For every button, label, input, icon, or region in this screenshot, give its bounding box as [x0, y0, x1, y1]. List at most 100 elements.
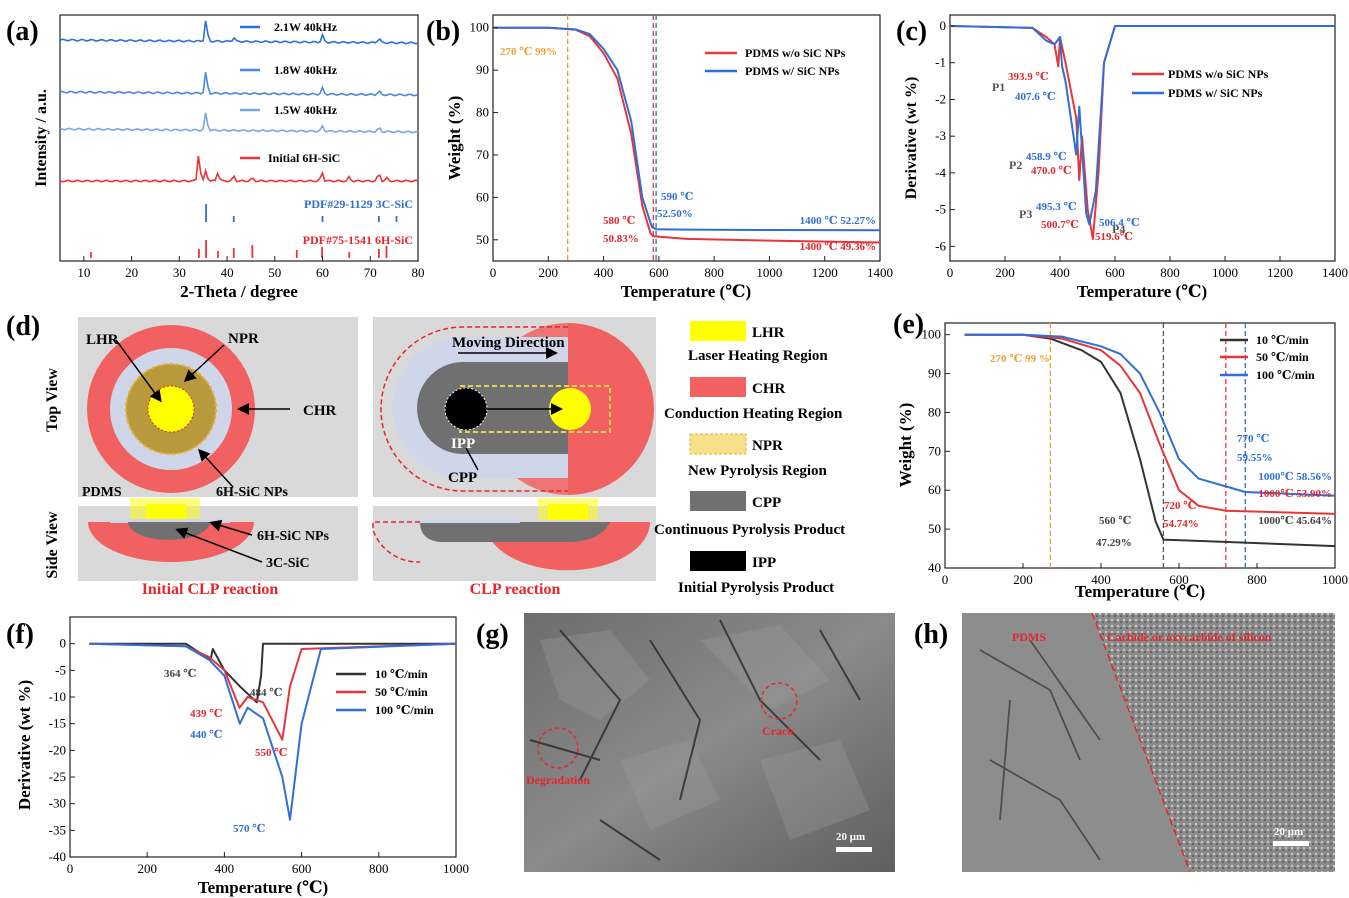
panel-g: (g) Crack Degradation 20 μm: [476, 613, 895, 872]
f-series-2: [89, 642, 457, 741]
c-p2: P2: [1009, 158, 1022, 172]
e-series-2: [964, 333, 1336, 515]
x-tick-label: 200: [137, 861, 157, 876]
panel-c-xlabel: Temperature (℃): [1077, 282, 1207, 301]
b-ann-6: 1400 ℃ 52.27%: [800, 215, 876, 227]
legend-c-1: PDMS w/o SiC NPs: [1168, 67, 1269, 81]
d-pdms: PDMS: [82, 485, 122, 500]
c-r4: 519.6℃: [1095, 231, 1133, 243]
y-tick-label: -40: [49, 849, 66, 864]
panel-b-letter: (b): [426, 16, 460, 47]
legend-a-2: 1.8W 40kHz: [274, 63, 338, 77]
legend-cpp-full: Continuous Pyrolysis Product: [654, 522, 845, 538]
legend-cpp-swatch: [690, 491, 746, 511]
x-tick-label: 0: [942, 572, 949, 587]
side-right-boundary: [372, 521, 421, 563]
sem-g-flakes: [540, 625, 870, 840]
f-ann-4: 440 ℃: [190, 729, 222, 741]
c-b3: 495.3 ℃: [1036, 201, 1077, 213]
sem-h-cracks: [979, 639, 1101, 861]
x-tick-label: 400: [594, 265, 614, 280]
y-tick-label: -5: [55, 662, 66, 677]
legend-ipp-abbr: IPP: [752, 555, 776, 571]
xrd-series-4: [59, 155, 419, 183]
panel-f-plot: [89, 642, 457, 821]
side-right-nps: [400, 519, 520, 523]
pdf-6h-label: PDF#75-1541 6H-SiC: [303, 233, 413, 247]
panel-g-letter: (g): [476, 619, 509, 650]
legend-lhr-full: Laser Heating Region: [688, 348, 828, 364]
x-tick-label: 60: [316, 265, 329, 280]
panel-a-letter: (a): [6, 16, 39, 47]
panel-a: (a) 10 20 30 40 50 60 70 80 2-Theta / degree In…: [6, 14, 425, 301]
y-tick-label: 90: [928, 366, 941, 381]
e-ann-3: 59.55%: [1237, 452, 1273, 464]
x-tick-label: 1400: [867, 265, 893, 280]
panel-a-legend: 2.1W 40kHz 1.8W 40kHz 1.5W 40kHz Initial…: [240, 20, 413, 247]
c-series-2: [949, 25, 1335, 226]
y-tick-label: 50: [928, 521, 941, 536]
x-tick-label: 40: [221, 265, 234, 280]
panel-b-ylabel: Weight (%): [445, 96, 464, 181]
panel-b-plot: [493, 15, 881, 261]
d-3c: 3C-SiC: [266, 556, 310, 571]
x-tick-label: 600: [1169, 572, 1189, 587]
panel-f-legend: 10 ℃/min 50 ℃/min 100 ℃/min: [336, 667, 434, 717]
panel-b-frame: [492, 14, 881, 262]
panel-f-ticks: 0 200 400 600 800 1000 0 -5 -10 -15 -20 -25 -30 -35 -4…: [49, 636, 469, 876]
d-cpp: CPP: [448, 470, 477, 486]
y-tick-label: -3: [935, 128, 946, 143]
carbide-label: Carbide or oxycarbide of silicon: [1107, 630, 1272, 644]
d-sic-side: 6H-SiC NPs: [257, 529, 330, 544]
panel-b-xlabel: Temperature (℃): [621, 282, 751, 301]
c-r2: 470.0 ℃: [1031, 165, 1072, 177]
f-series-3: [89, 642, 457, 821]
f-ann-1: 364 ℃: [164, 668, 196, 680]
panel-e-xlabel: Temperature (℃): [1075, 582, 1205, 601]
side-right-cpp: [420, 522, 610, 542]
panel-d: (d) Top View Side View LHR NPR CHR 6H-Si…: [6, 311, 845, 598]
boundary-line: [1091, 612, 1191, 873]
x-tick-label: 800: [369, 861, 389, 876]
x-tick-label: 800: [1247, 572, 1267, 587]
sem-image-g: [524, 613, 895, 872]
xrd-series-2: [60, 72, 419, 97]
panel-b: (b) 0 200 400 600 800 1000 1200 1400 100 90 80 70 60…: [426, 14, 893, 301]
b-ann-2: 590 ℃: [661, 191, 693, 203]
side-chr: [88, 522, 254, 562]
x-tick-label: 200: [1013, 572, 1033, 587]
x-tick-label: 1200: [1267, 265, 1293, 280]
y-tick-label: -10: [49, 689, 66, 704]
x-tick-label: 0: [947, 265, 954, 280]
x-tick-label: 0: [490, 265, 497, 280]
legend-lhr-swatch: [690, 321, 746, 341]
e-ann-4: 1000℃ 58.56%: [1258, 471, 1332, 483]
y-tick-label: -25: [49, 769, 66, 784]
x-tick-label: 70: [364, 265, 377, 280]
x-tick-label: 600: [292, 861, 312, 876]
xrd-series-3: [59, 112, 419, 134]
side-right-laser: [548, 504, 588, 520]
panel-a-plot: [59, 20, 419, 258]
d-nps: 6H-SiC NPs: [216, 485, 289, 500]
x-tick-label: 50: [268, 265, 281, 280]
panel-a-frame: [59, 14, 419, 262]
legend-f-2: 50 ℃/min: [375, 685, 428, 699]
x-tick-label: 1400: [1322, 265, 1348, 280]
legend-b-2: PDMS w/ SiC NPs: [745, 64, 840, 78]
y-tick-label: 60: [928, 482, 941, 497]
initial-clp-label: Initial CLP reaction: [142, 581, 279, 598]
f-ann-2: 484 ℃: [250, 687, 282, 699]
panel-d-letter: (d): [6, 311, 40, 342]
legend-f-1: 10 ℃/min: [375, 667, 428, 681]
d-moving: Moving Direction: [452, 335, 565, 351]
y-tick-label: -15: [49, 716, 66, 731]
sem-h-pdms-region: [962, 613, 1190, 872]
sem-g-cracks: [529, 619, 861, 861]
x-tick-label: 0: [67, 861, 74, 876]
y-tick-label: -5: [935, 202, 946, 217]
x-tick-label: 600: [649, 265, 669, 280]
panel-a-xticks: 10 20 30 40 50 60 70 80: [77, 256, 425, 280]
side-3c-sic: [128, 522, 210, 540]
